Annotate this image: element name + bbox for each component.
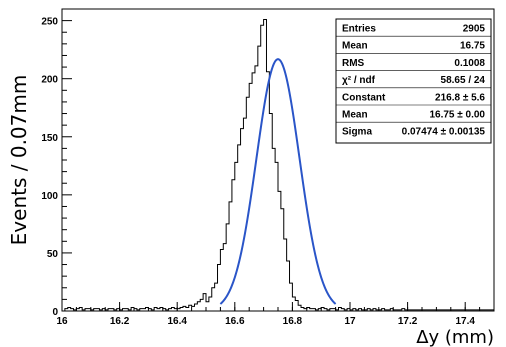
x-axis: 16 16.2 16.4 16.6 16.8 17 17.2 17.4 — [56, 302, 479, 327]
stats-value: 16.75 ± 0.00 — [429, 110, 485, 121]
y-tick-label: 50 — [47, 249, 59, 260]
y-tick-label: 100 — [41, 191, 58, 202]
stats-value: 216.8 ± 5.6 — [435, 92, 485, 103]
stats-label: Mean — [342, 41, 368, 52]
x-tick-label: 17.4 — [455, 316, 475, 327]
stats-box: Entries 2905 Mean 16.75 RMS 0.1008 χ² / ndf 58.… — [336, 19, 491, 143]
stats-value: 0.1008 — [454, 58, 485, 69]
stats-value: 16.75 — [460, 41, 485, 52]
stats-value: 58.65 / 24 — [441, 75, 486, 86]
x-tick-label: 16.8 — [283, 316, 303, 327]
x-tick-label: 17.2 — [398, 316, 418, 327]
y-axis-title: Events / 0.07mm — [7, 75, 31, 246]
stats-label: Mean — [342, 110, 368, 121]
x-axis-title: Δy (mm) — [416, 327, 494, 347]
stats-value: 0.07474 ± 0.00135 — [402, 127, 486, 138]
x-tick-label: 16.2 — [110, 316, 130, 327]
y-tick-label: 150 — [41, 133, 58, 144]
x-tick-label: 16.4 — [167, 316, 187, 327]
x-tick-label: 16.6 — [225, 316, 245, 327]
stats-label: RMS — [342, 58, 365, 69]
y-tick-label: 250 — [41, 17, 58, 28]
stats-label: Constant — [342, 92, 386, 103]
x-tick-label: 17 — [344, 316, 356, 327]
y-tick-label: 200 — [41, 75, 58, 86]
stats-value: 2905 — [463, 24, 486, 35]
x-tick-label: 16 — [56, 316, 68, 327]
stats-label: Sigma — [342, 127, 372, 138]
stats-label: Entries — [342, 24, 376, 35]
stats-label: χ² / ndf — [342, 75, 376, 86]
